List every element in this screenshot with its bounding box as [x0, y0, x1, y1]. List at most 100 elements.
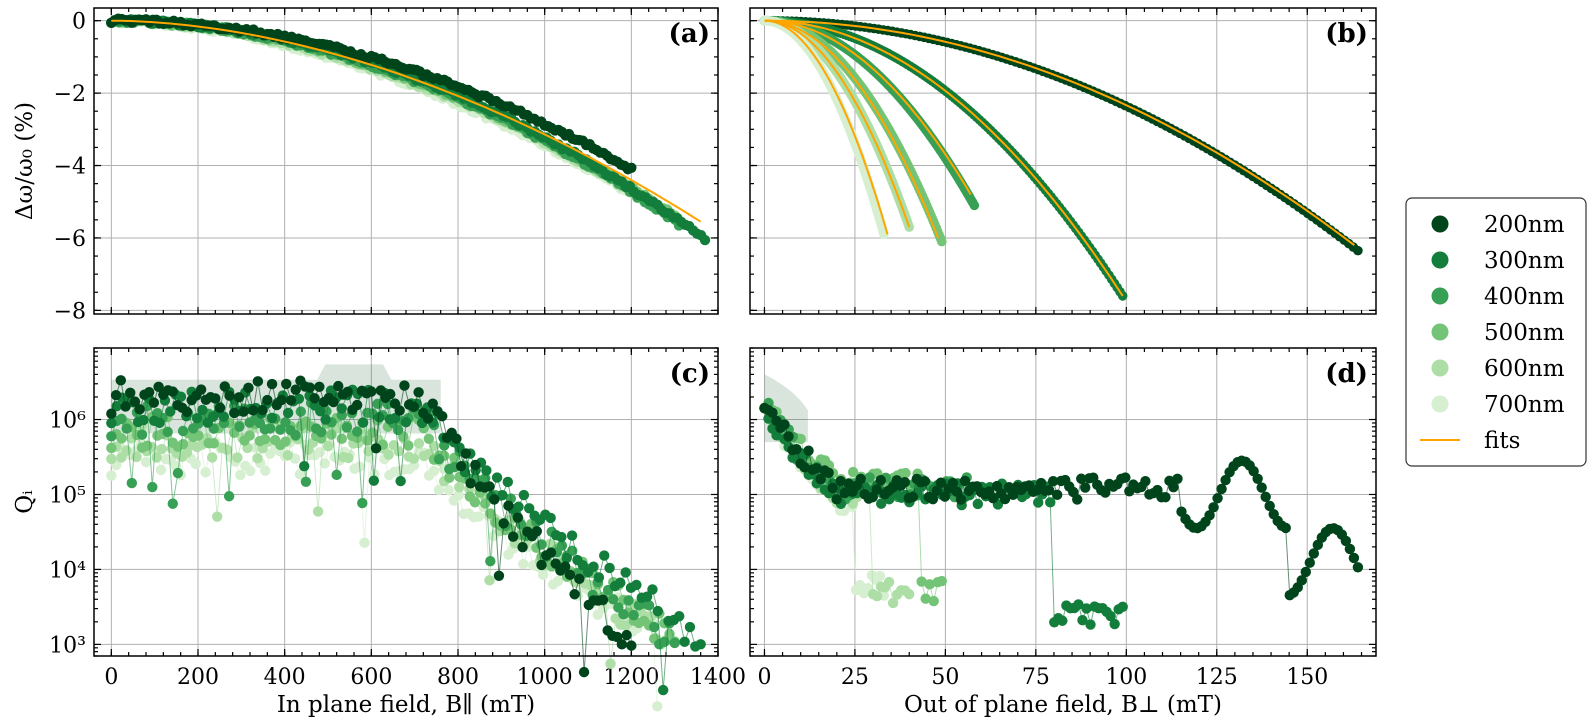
plot-frame [93, 7, 719, 315]
data-point [578, 666, 590, 678]
data-point [479, 498, 491, 509]
data-point [999, 493, 1011, 505]
data-point [333, 380, 344, 392]
data-point [134, 404, 145, 415]
legend-label: 300nm [1484, 248, 1565, 274]
data-point [517, 541, 528, 553]
data-point [116, 433, 127, 444]
data-point [791, 443, 802, 455]
data-point [564, 569, 576, 580]
data-point [136, 429, 148, 440]
data-point [126, 477, 138, 489]
x-tick-label: 0 [104, 665, 118, 690]
data-point [1172, 473, 1183, 484]
data-point [524, 503, 535, 514]
data-point [210, 393, 221, 404]
data-point [907, 491, 919, 503]
legend-marker [1431, 251, 1449, 269]
legend-item: 700nm [1431, 392, 1565, 418]
legend-label: 500nm [1484, 320, 1565, 346]
data-point [138, 414, 149, 426]
data-point [294, 469, 306, 480]
data-point [331, 469, 342, 481]
data-point [783, 431, 794, 442]
data-point [229, 407, 240, 419]
data-point [518, 558, 529, 570]
data-point [605, 658, 616, 670]
series-200nm [106, 375, 637, 678]
data-point [120, 401, 131, 412]
legend-marker [1431, 323, 1449, 341]
y-tick-label: 10⁵ [49, 483, 86, 508]
data-point [106, 408, 117, 419]
x-axis-title: Out of plane field, B⊥ (mT) [904, 692, 1222, 718]
data-point [936, 575, 947, 587]
data-point [453, 489, 464, 501]
data-point [484, 481, 495, 492]
data-point [385, 388, 396, 400]
data-point [390, 412, 401, 424]
data-point [208, 438, 219, 449]
data-point [121, 423, 132, 434]
data-point [854, 579, 866, 591]
data-point [1264, 500, 1275, 512]
data-point [370, 443, 382, 454]
data-point [1109, 618, 1120, 630]
y-tick-label: −6 [54, 227, 86, 252]
data-point [1105, 610, 1116, 622]
data-point [1216, 483, 1227, 495]
data-point [359, 537, 370, 548]
data-point [876, 498, 887, 509]
data-point [620, 620, 631, 631]
data-point [1035, 477, 1047, 489]
data-point [969, 200, 980, 211]
data-point [987, 492, 999, 504]
x-tick-label: 800 [437, 665, 479, 690]
series-200nm [759, 402, 1364, 601]
data-point [375, 385, 386, 396]
data-point [304, 382, 316, 393]
data-point [626, 640, 637, 651]
data-point [887, 597, 899, 609]
data-point [264, 448, 276, 459]
legend-marker [1431, 215, 1449, 233]
data-point [1340, 535, 1352, 547]
data-point [1117, 601, 1128, 613]
data-point [1344, 543, 1356, 555]
data-point [181, 406, 193, 418]
data-point [839, 487, 850, 499]
data-point [799, 462, 810, 473]
data-point [143, 387, 155, 398]
data-point [423, 433, 435, 444]
fit-line [764, 19, 911, 228]
data-point [615, 577, 626, 588]
data-point [121, 445, 132, 456]
fit-line [764, 19, 1355, 246]
data-point [413, 387, 424, 398]
data-point [935, 477, 947, 488]
data-point [106, 470, 117, 481]
data-point [262, 394, 273, 406]
data-point [616, 639, 628, 650]
data-point [679, 636, 690, 648]
data-point [342, 386, 353, 397]
data-point [326, 429, 337, 440]
data-point [290, 384, 301, 395]
data-point [223, 491, 235, 502]
panel-a: 0 −2 −4 −6 −8 Δω/ω₀ (%) (a) [12, 7, 719, 324]
data-point [531, 526, 542, 537]
data-point [167, 386, 178, 397]
x-tick-label: 400 [264, 665, 306, 690]
data-point [631, 579, 642, 591]
data-point [116, 413, 127, 425]
data-point [536, 559, 547, 571]
data-point [939, 491, 951, 502]
data-point [314, 381, 325, 392]
data-point [299, 460, 310, 472]
x-tick-label: 1200 [603, 665, 659, 690]
data-point [485, 555, 496, 567]
data-point [314, 447, 326, 458]
data-point [620, 567, 631, 578]
data-point [177, 439, 189, 450]
series-300nm [759, 402, 1128, 630]
